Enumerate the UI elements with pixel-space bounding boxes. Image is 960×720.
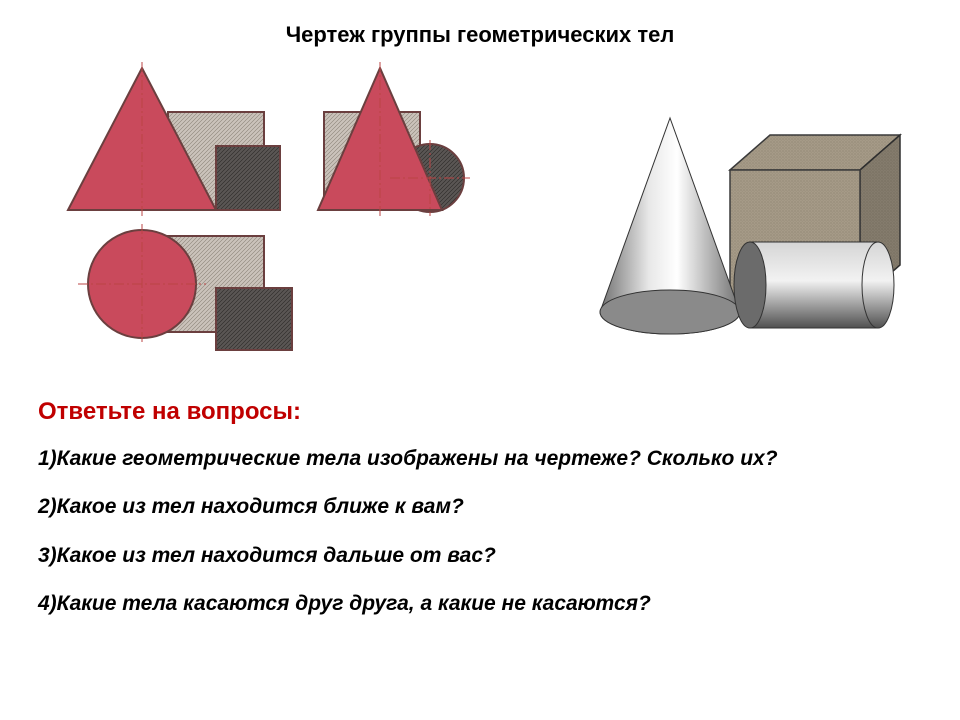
top-square-dark — [216, 288, 292, 350]
cylinder — [734, 242, 894, 328]
page-title: Чертеж группы геометрических тел — [0, 22, 960, 48]
question-3: 3)Какое из тел находится дальше от вас? — [38, 543, 918, 569]
question-2: 2)Какое из тел находится ближе к вам? — [38, 494, 918, 520]
questions-block: Ответьте на вопросы: 1)Какие геометричес… — [38, 398, 918, 639]
cone — [600, 118, 740, 334]
perspective-svg — [560, 90, 910, 370]
views-svg — [60, 58, 490, 363]
orthographic-views — [60, 58, 480, 378]
questions-heading: Ответьте на вопросы: — [38, 398, 918, 426]
perspective-view — [560, 90, 910, 370]
question-1: 1)Какие геометрические тела изображены н… — [38, 446, 918, 472]
question-4: 4)Какие тела касаются друг друга, а каки… — [38, 591, 918, 617]
front-square-dark — [216, 146, 280, 210]
